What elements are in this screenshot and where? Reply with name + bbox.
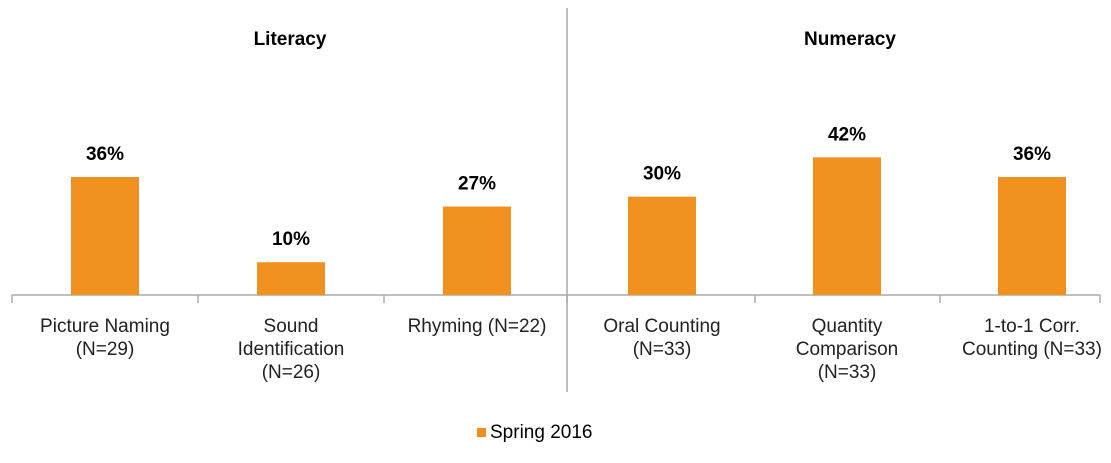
value-label: 27% [458, 174, 496, 195]
value-label: 36% [1013, 144, 1051, 165]
bar [71, 177, 139, 295]
value-label: 36% [86, 144, 124, 165]
legend-label: Spring 2016 [490, 422, 592, 443]
x-tick-label: Quantity Comparison (N=33) [795, 316, 899, 383]
x-tick-label: Rhyming (N=22) [407, 316, 547, 337]
bar [998, 177, 1066, 295]
bar [813, 157, 881, 295]
value-label: 30% [643, 164, 681, 185]
x-tick-label: Oral Counting (N=33) [603, 316, 721, 360]
bar [257, 262, 325, 295]
legend-swatch [477, 428, 486, 437]
value-label: 42% [828, 124, 866, 145]
x-tick-label: 1-to-1 Corr. Counting (N=33) [962, 316, 1102, 360]
group-label: Numeracy [804, 29, 896, 50]
group-label: Literacy [254, 29, 327, 50]
bar [443, 206, 511, 295]
bar [628, 196, 696, 295]
x-tick-label: Picture Naming (N=29) [40, 316, 170, 360]
value-label: 10% [272, 229, 310, 250]
x-tick-label: Sound Identification (N=26) [237, 316, 345, 383]
